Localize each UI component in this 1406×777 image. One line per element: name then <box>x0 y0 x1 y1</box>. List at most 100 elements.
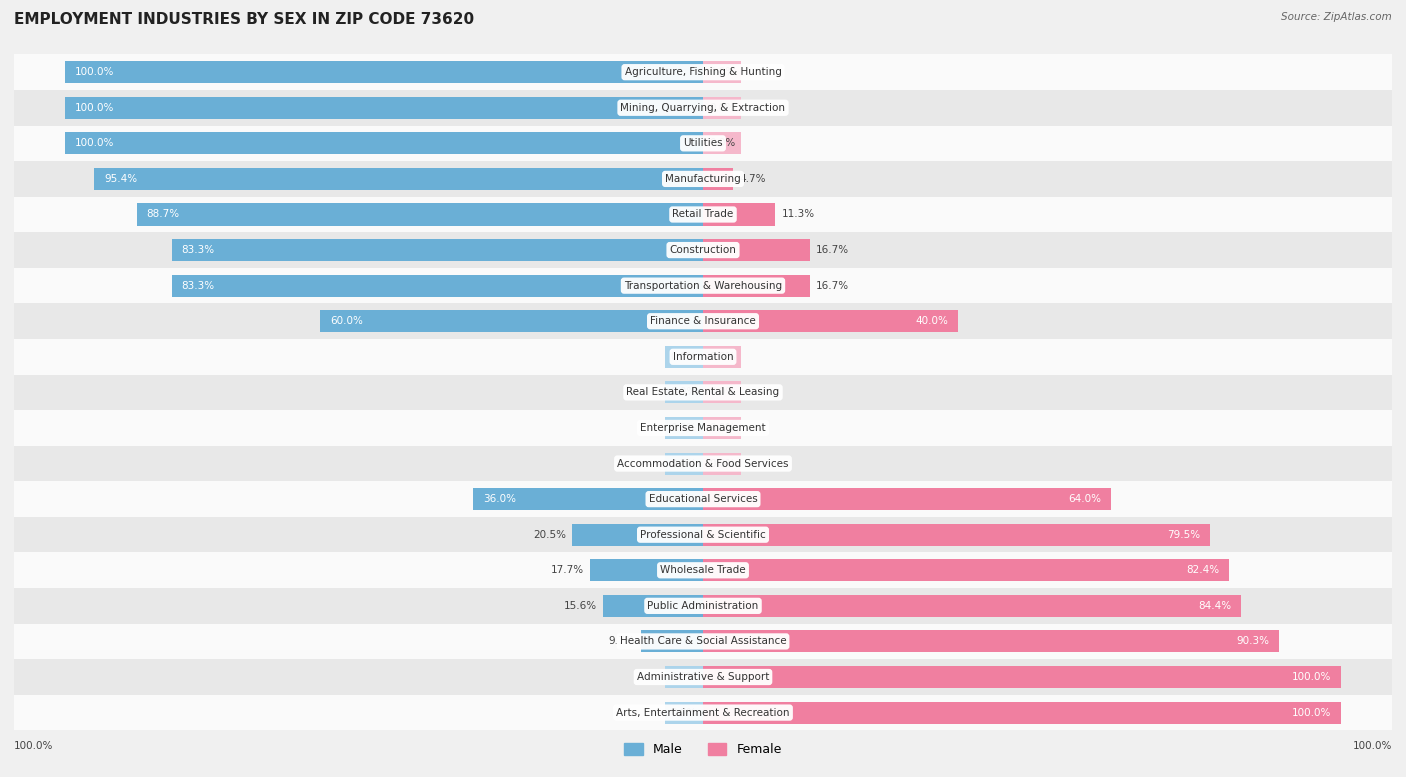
Text: 79.5%: 79.5% <box>1167 530 1201 540</box>
Text: Accommodation & Food Services: Accommodation & Food Services <box>617 458 789 469</box>
Text: 17.7%: 17.7% <box>551 566 583 575</box>
Text: 100.0%: 100.0% <box>1292 672 1331 682</box>
Text: 0.0%: 0.0% <box>710 352 735 362</box>
Bar <box>1 54 1405 90</box>
Bar <box>641 630 703 653</box>
Bar <box>703 666 1341 688</box>
Bar <box>703 274 810 297</box>
Bar <box>665 346 703 368</box>
Bar <box>1 624 1405 659</box>
Bar <box>1 588 1405 624</box>
Text: 0.0%: 0.0% <box>671 708 696 718</box>
Text: 90.3%: 90.3% <box>1236 636 1270 646</box>
Bar <box>1 375 1405 410</box>
Bar <box>703 452 741 475</box>
Text: 0.0%: 0.0% <box>671 388 696 397</box>
Text: 0.0%: 0.0% <box>710 103 735 113</box>
Text: 11.3%: 11.3% <box>782 210 814 219</box>
Text: 20.5%: 20.5% <box>533 530 565 540</box>
Text: 100.0%: 100.0% <box>14 741 53 751</box>
Text: 100.0%: 100.0% <box>75 138 114 148</box>
Text: 100.0%: 100.0% <box>75 103 114 113</box>
Text: 16.7%: 16.7% <box>815 280 849 291</box>
Bar <box>703 524 1211 545</box>
Text: 88.7%: 88.7% <box>146 210 180 219</box>
Bar <box>1 695 1405 730</box>
Text: 64.0%: 64.0% <box>1069 494 1102 504</box>
Text: 0.0%: 0.0% <box>671 672 696 682</box>
Bar <box>703 488 1111 510</box>
Bar <box>65 96 703 119</box>
Text: Professional & Scientific: Professional & Scientific <box>640 530 766 540</box>
Text: 95.4%: 95.4% <box>104 174 138 184</box>
Bar <box>1 446 1405 481</box>
Text: 82.4%: 82.4% <box>1185 566 1219 575</box>
Bar <box>474 488 703 510</box>
Text: Utilities: Utilities <box>683 138 723 148</box>
Text: 0.0%: 0.0% <box>710 423 735 433</box>
Text: 100.0%: 100.0% <box>1292 708 1331 718</box>
Text: Source: ZipAtlas.com: Source: ZipAtlas.com <box>1281 12 1392 22</box>
Bar <box>665 666 703 688</box>
Bar <box>172 274 703 297</box>
Legend: Male, Female: Male, Female <box>619 738 787 761</box>
Text: 0.0%: 0.0% <box>710 67 735 77</box>
Text: 60.0%: 60.0% <box>330 316 363 326</box>
Bar <box>94 168 703 190</box>
Bar <box>1 90 1405 126</box>
Text: 0.0%: 0.0% <box>671 352 696 362</box>
Text: Public Administration: Public Administration <box>647 601 759 611</box>
Text: 15.6%: 15.6% <box>564 601 598 611</box>
Text: Finance & Insurance: Finance & Insurance <box>650 316 756 326</box>
Bar <box>703 310 957 333</box>
Bar <box>591 559 703 581</box>
Text: Educational Services: Educational Services <box>648 494 758 504</box>
Text: 40.0%: 40.0% <box>915 316 949 326</box>
Bar <box>65 61 703 83</box>
Bar <box>1 552 1405 588</box>
Text: Administrative & Support: Administrative & Support <box>637 672 769 682</box>
Text: Manufacturing: Manufacturing <box>665 174 741 184</box>
Text: 9.7%: 9.7% <box>609 636 634 646</box>
Text: Transportation & Warehousing: Transportation & Warehousing <box>624 280 782 291</box>
Text: 0.0%: 0.0% <box>710 138 735 148</box>
Bar <box>1 197 1405 232</box>
Bar <box>703 382 741 403</box>
Text: 83.3%: 83.3% <box>181 280 214 291</box>
Text: Health Care & Social Assistance: Health Care & Social Assistance <box>620 636 786 646</box>
Text: 36.0%: 36.0% <box>482 494 516 504</box>
Text: 16.7%: 16.7% <box>815 245 849 255</box>
Bar <box>1 339 1405 375</box>
Bar <box>65 132 703 155</box>
Bar <box>1 304 1405 339</box>
Text: Information: Information <box>672 352 734 362</box>
Text: 0.0%: 0.0% <box>671 458 696 469</box>
Text: Retail Trade: Retail Trade <box>672 210 734 219</box>
Bar <box>1 517 1405 552</box>
Bar <box>665 382 703 403</box>
Text: 0.0%: 0.0% <box>710 388 735 397</box>
Text: 83.3%: 83.3% <box>181 245 214 255</box>
Bar <box>665 417 703 439</box>
Bar <box>572 524 703 545</box>
Bar <box>703 132 741 155</box>
Text: Real Estate, Rental & Leasing: Real Estate, Rental & Leasing <box>627 388 779 397</box>
Text: 0.0%: 0.0% <box>671 423 696 433</box>
Bar <box>665 702 703 723</box>
Bar <box>703 168 733 190</box>
Bar <box>703 630 1279 653</box>
Text: Arts, Entertainment & Recreation: Arts, Entertainment & Recreation <box>616 708 790 718</box>
Bar <box>172 239 703 261</box>
Bar <box>321 310 703 333</box>
Bar <box>703 346 741 368</box>
Bar <box>138 204 703 225</box>
Bar <box>1 161 1405 197</box>
Text: Mining, Quarrying, & Extraction: Mining, Quarrying, & Extraction <box>620 103 786 113</box>
Bar <box>1 481 1405 517</box>
Bar <box>703 702 1341 723</box>
Text: 84.4%: 84.4% <box>1199 601 1232 611</box>
Bar <box>703 204 775 225</box>
Text: Construction: Construction <box>669 245 737 255</box>
Text: 0.0%: 0.0% <box>710 458 735 469</box>
Bar <box>1 126 1405 161</box>
